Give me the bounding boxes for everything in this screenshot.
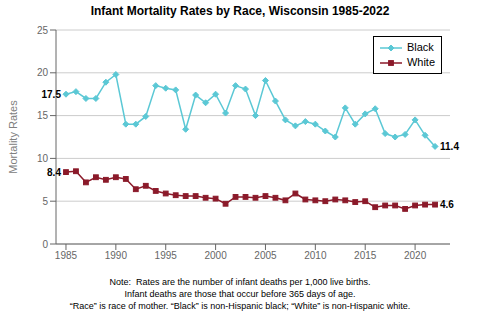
html-text:Infant deaths are those that o: Infant deaths are those that occur befor…	[124, 289, 356, 299]
svg-text:2010: 2010	[304, 250, 327, 261]
svg-text:2000: 2000	[204, 250, 227, 261]
html-text:Note: Rates are the number of: Note: Rates are the number of infant dea…	[109, 277, 371, 287]
svg-text:20: 20	[37, 67, 49, 78]
html-text:Black: Black	[406, 41, 434, 53]
svg-text:8.4: 8.4	[47, 167, 61, 178]
svg-text:1990: 1990	[105, 250, 128, 261]
svg-text:5: 5	[42, 196, 48, 207]
svg-text:4.6: 4.6	[440, 199, 454, 210]
svg-text:17.5: 17.5	[42, 89, 62, 100]
svg-text:1985: 1985	[55, 250, 78, 261]
svg-text:2015: 2015	[354, 250, 377, 261]
html-text:“Race” is race of mother. “Bla: “Race” is race of mother. “Black” is non…	[69, 301, 411, 311]
svg-text:Mortality Rates: Mortality Rates	[8, 100, 19, 174]
svg-text:11.4: 11.4	[440, 141, 459, 152]
svg-text:1995: 1995	[155, 250, 178, 261]
svg-text:25: 25	[37, 25, 49, 36]
html-text:White: White	[406, 56, 435, 68]
svg-text:10: 10	[37, 153, 49, 164]
svg-text:0: 0	[42, 239, 48, 250]
svg-text:2005: 2005	[254, 250, 277, 261]
html-text:Infant Mortality Rates by Race: Infant Mortality Rates by Race, Wisconsi…	[90, 4, 390, 18]
svg-text:15: 15	[37, 110, 49, 121]
svg-text:2020: 2020	[404, 250, 427, 261]
